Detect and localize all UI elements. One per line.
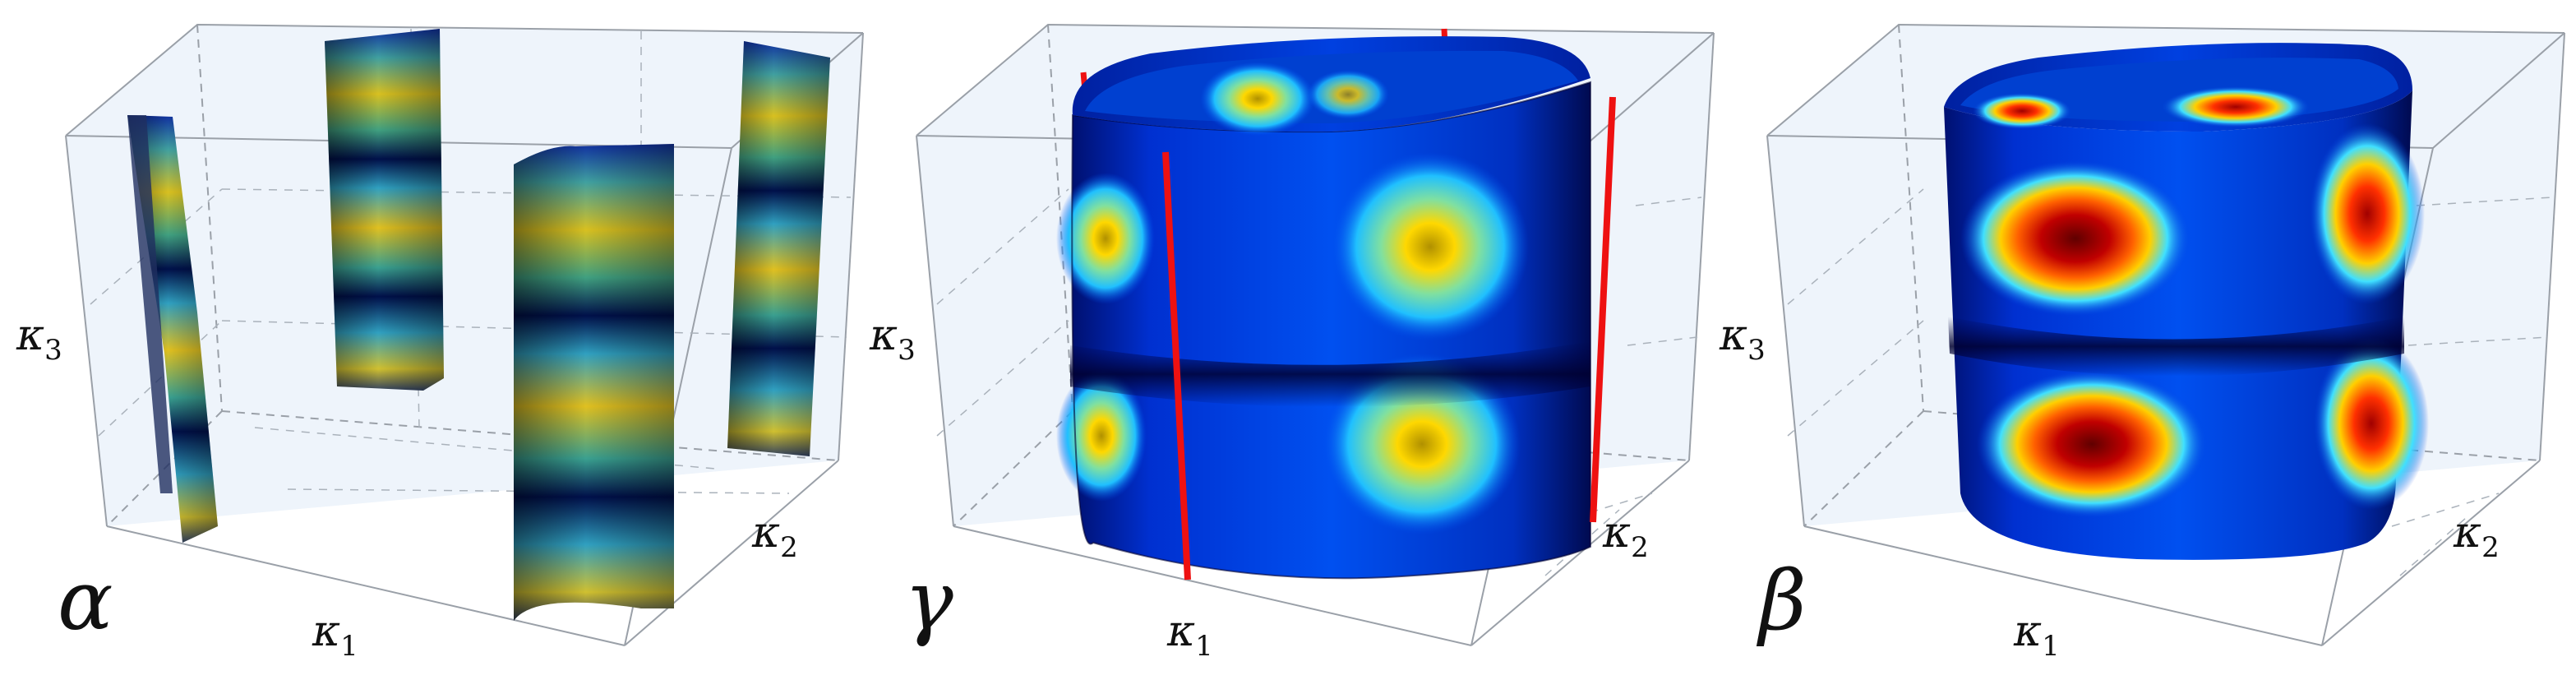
fermi-surface-cylinder <box>1944 43 2429 560</box>
axis-label-kappa3: κ3 <box>16 311 62 367</box>
fermi-sheet-right <box>727 41 830 456</box>
fermi-sheet-front <box>514 144 674 621</box>
red-line-front <box>1162 151 1191 581</box>
axis-label-kappa1: κ1 <box>312 607 358 663</box>
fermi-sheet-back-left <box>325 29 444 391</box>
fermi-sheet-left <box>127 115 218 543</box>
panel-label: α <box>58 553 113 649</box>
panel-label: γ <box>904 553 953 649</box>
axis-label-kappa2: κ2 <box>2453 508 2500 564</box>
panel-alpha: α κ1 κ2 κ3 <box>16 23 864 663</box>
axis-label-kappa1: κ1 <box>1166 607 1213 663</box>
panel-gamma: γ κ1 κ2 κ3 <box>869 23 1715 663</box>
axis-label-kappa3: κ3 <box>869 311 916 367</box>
panel-beta: β κ1 κ2 κ3 <box>1719 23 2565 663</box>
axis-label-kappa3: κ3 <box>1719 311 1766 367</box>
axis-label-kappa1: κ1 <box>2013 607 2060 663</box>
axis-label-kappa2: κ2 <box>751 508 798 564</box>
grid-lines <box>1787 188 2553 576</box>
red-line-right <box>1590 96 1616 523</box>
fermi-surface-cylinder <box>1056 36 1591 580</box>
box-edges <box>916 23 1715 646</box>
axis-label-kappa2: κ2 <box>1602 508 1649 564</box>
panel-label: β <box>1756 553 1807 649</box>
